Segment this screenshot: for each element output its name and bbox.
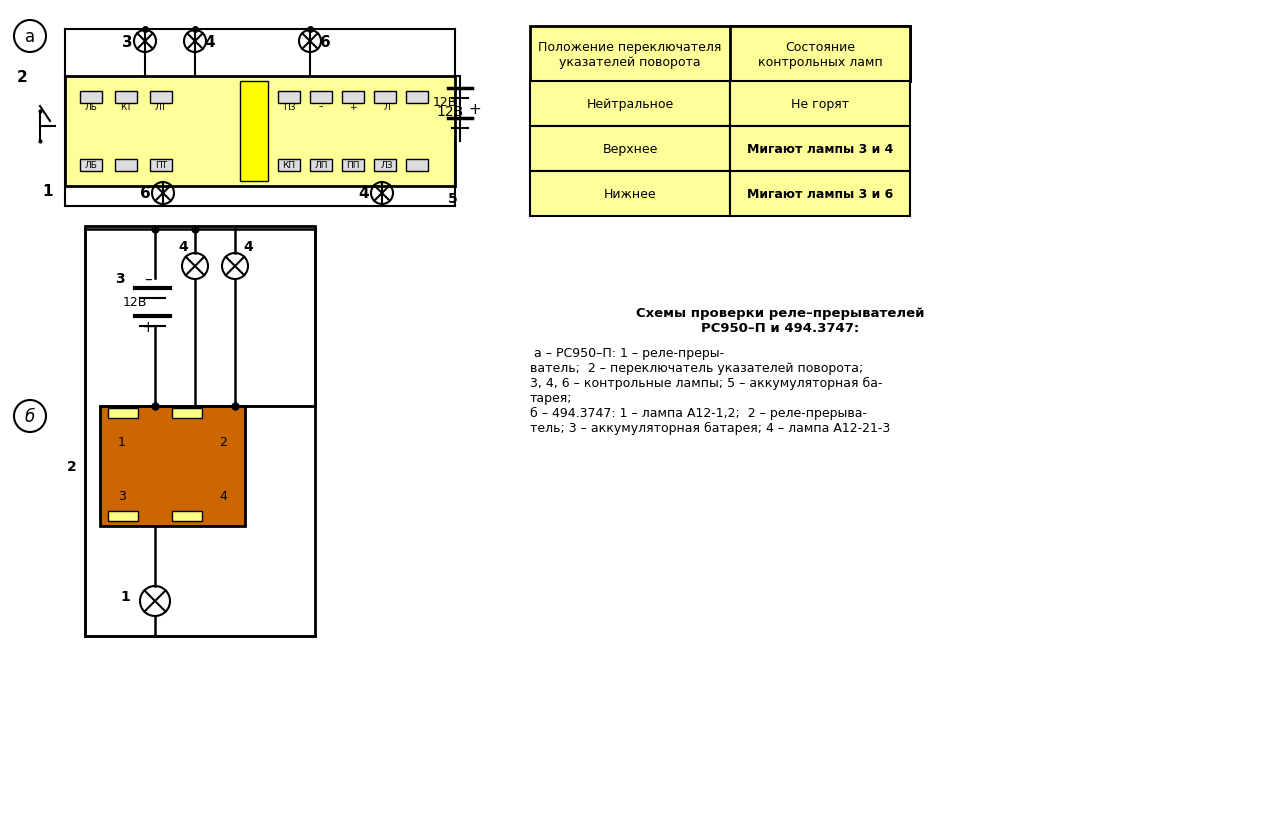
Text: –: – — [319, 102, 324, 111]
Text: 1: 1 — [43, 184, 53, 199]
Bar — [116, 160, 137, 171]
Bar — [530, 82, 730, 127]
Bar — [240, 82, 268, 181]
Text: а – РС950–П: 1 – реле-преры-
ватель;  2 – переключатель указателей поворота;
3, : а – РС950–П: 1 – реле-преры- ватель; 2 –… — [530, 347, 890, 435]
Text: 4: 4 — [204, 34, 216, 49]
Text: Не горят: Не горят — [791, 98, 850, 111]
Text: ЛП: ЛП — [314, 161, 328, 171]
Text: ЛБ: ЛБ — [85, 102, 98, 111]
Text: 4: 4 — [243, 240, 253, 253]
Text: Л: Л — [384, 102, 390, 111]
Text: Состояние
контрольных ламп: Состояние контрольных ламп — [758, 40, 883, 69]
Text: 12В: 12В — [437, 104, 464, 119]
Bar — [100, 406, 245, 527]
Bar — [406, 92, 428, 104]
Bar — [530, 171, 730, 217]
Text: –: – — [145, 271, 152, 286]
Text: 3: 3 — [122, 34, 132, 49]
Bar — [342, 160, 364, 171]
Bar — [108, 512, 138, 522]
Text: ПЗ: ПЗ — [283, 102, 295, 111]
Text: ЛТ: ЛТ — [155, 102, 168, 111]
Text: 6: 6 — [320, 34, 330, 49]
Bar — [530, 27, 911, 82]
Text: б: б — [25, 407, 36, 426]
Bar — [730, 127, 911, 171]
Text: 2: 2 — [218, 435, 227, 448]
Bar — [530, 127, 730, 171]
Text: 3: 3 — [116, 272, 124, 286]
Bar — [342, 92, 364, 104]
Bar — [80, 92, 102, 104]
Text: 6: 6 — [140, 186, 150, 201]
Text: ПП: ПП — [347, 161, 359, 171]
Bar — [150, 92, 171, 104]
Bar — [373, 160, 396, 171]
Text: Мигают лампы 3 и 6: Мигают лампы 3 и 6 — [747, 188, 893, 201]
Text: ЛЗ: ЛЗ — [381, 161, 394, 171]
Bar — [150, 160, 171, 171]
Text: КТ: КТ — [121, 102, 132, 111]
Text: 12В: 12В — [433, 95, 457, 109]
Text: Нейтральное: Нейтральное — [587, 98, 673, 111]
Text: 1: 1 — [121, 589, 130, 604]
Text: Нижнее: Нижнее — [603, 188, 657, 201]
Bar — [171, 512, 202, 522]
Text: 4: 4 — [358, 186, 370, 201]
Text: Положение переключателя
указателей поворота: Положение переключателя указателей повор… — [538, 40, 721, 69]
Text: а: а — [25, 28, 36, 46]
Bar — [65, 77, 455, 186]
Bar — [406, 160, 428, 171]
Bar — [730, 27, 911, 82]
Bar — [278, 160, 300, 171]
Text: ПТ: ПТ — [155, 161, 168, 171]
Text: Мигают лампы 3 и 4: Мигают лампы 3 и 4 — [747, 143, 893, 155]
Text: Схемы проверки реле–прерывателей
РС950–П и 494.3747:: Схемы проверки реле–прерывателей РС950–П… — [636, 307, 925, 334]
Bar — [85, 227, 315, 636]
Text: 4: 4 — [218, 490, 227, 503]
Text: ЛБ: ЛБ — [85, 161, 98, 171]
Text: +: + — [142, 319, 155, 334]
Text: 5: 5 — [448, 191, 458, 206]
Bar — [310, 160, 331, 171]
Text: 2: 2 — [17, 69, 28, 84]
Text: +: + — [469, 101, 481, 116]
Bar — [278, 92, 300, 104]
Text: 3: 3 — [118, 490, 126, 503]
Text: 12В: 12В — [123, 295, 147, 308]
Text: 1: 1 — [118, 435, 126, 448]
Bar — [373, 92, 396, 104]
Bar — [730, 171, 911, 217]
Bar — [116, 92, 137, 104]
Text: КП: КП — [282, 161, 296, 171]
Bar — [108, 409, 138, 419]
Text: Верхнее: Верхнее — [602, 143, 658, 155]
Text: 2: 2 — [67, 460, 77, 473]
Bar — [171, 409, 202, 419]
Text: +: + — [349, 102, 357, 111]
Bar — [310, 92, 331, 104]
Text: 4: 4 — [178, 240, 188, 253]
Bar — [80, 160, 102, 171]
Bar — [730, 82, 911, 127]
